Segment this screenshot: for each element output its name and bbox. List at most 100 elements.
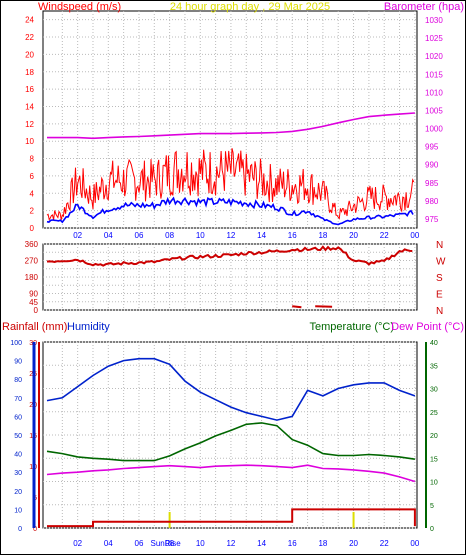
x-tick-label: 00 <box>410 539 419 548</box>
barometer-tick-label: 1010 <box>425 88 443 97</box>
temperature-tick-label: 10 <box>430 480 438 487</box>
humidity-tick-label: 10 <box>14 507 22 514</box>
compass-label: N <box>436 306 443 317</box>
temperature-tick-label: 20 <box>430 433 438 440</box>
humidity-series-line <box>46 357 416 421</box>
temperature-tick-label: 0 <box>430 526 434 533</box>
x-tick-label: 04 <box>104 539 113 548</box>
windspeed-tick-label: 18 <box>25 68 34 77</box>
x-tick-label: 22 <box>380 539 389 548</box>
barometer-tick-label: 1020 <box>425 52 443 61</box>
compass-label: S <box>436 273 443 284</box>
compass-label: N <box>436 240 443 251</box>
windspeed-tick-label: 2 <box>30 207 35 216</box>
barometer-series-line <box>47 112 415 140</box>
windspeed-tick-label: 14 <box>25 102 34 111</box>
windspeed-tick-label: 22 <box>25 33 34 42</box>
humidity-tick-label: 60 <box>14 414 22 421</box>
x-tick-label: 10 <box>196 539 205 548</box>
compass-label: W <box>436 257 446 268</box>
humidity-tick-label: 90 <box>14 359 22 366</box>
direction-tick-label: 45 <box>29 298 38 307</box>
x-tick-label: 14 <box>257 231 266 240</box>
x-tick-label: 18 <box>318 539 327 548</box>
x-tick-label: 10 <box>196 231 205 240</box>
direction-tick-label: 180 <box>25 273 39 282</box>
humidity-tick-label: 40 <box>14 452 22 459</box>
temperature-tick-label: 15 <box>430 456 438 463</box>
x-tick-label: 14 <box>257 539 266 548</box>
humidity-axis-title: Humidity <box>67 321 110 333</box>
x-tick-label: 08 <box>165 539 174 548</box>
barometer-tick-label: 1000 <box>425 125 443 134</box>
humidity-tick-label: 0 <box>18 526 22 533</box>
temperature-series-line <box>46 422 416 462</box>
windspeed-axis-title: Windspeed (m/s) <box>38 1 121 13</box>
wind-series-line <box>46 196 414 226</box>
dewpoint-axis-title: Dew Point (°C) <box>391 321 464 333</box>
humidity-tick-label: 80 <box>14 377 22 384</box>
sunrise-label: SunRise <box>150 539 181 548</box>
barometer-tick-label: 975 <box>425 215 439 224</box>
barometer-tick-label: 990 <box>425 161 439 170</box>
x-tick-label: 08 <box>165 231 174 240</box>
rainfall-axis-title: Rainfall (mm) <box>2 321 67 333</box>
x-tick-label: 20 <box>349 539 358 548</box>
temperature-axis-title: Temperature (°C) <box>310 321 394 333</box>
windspeed-tick-label: 20 <box>25 50 34 59</box>
windspeed-tick-label: 0 <box>30 224 35 233</box>
x-tick-label: 06 <box>135 539 144 548</box>
x-tick-label: 16 <box>288 539 297 548</box>
humidity-tick-label: 70 <box>14 396 22 403</box>
windspeed-tick-label: 6 <box>30 172 35 181</box>
x-tick-label: 02 <box>73 231 82 240</box>
rainfall-series-line <box>47 508 416 528</box>
x-tick-label: 02 <box>73 539 82 548</box>
x-tick-label: 16 <box>288 231 297 240</box>
humidity-tick-label: 30 <box>14 470 22 477</box>
compass-label: E <box>436 290 443 301</box>
barometer-tick-label: 980 <box>425 197 439 206</box>
direction-series-line <box>46 245 413 267</box>
temperature-tick-label: 30 <box>430 387 438 394</box>
humidity-tick-label: 100 <box>10 340 22 347</box>
barometer-tick-label: 1030 <box>425 16 443 25</box>
barometer-axis-title: Barometer (hpa) <box>384 1 464 13</box>
barometer-tick-label: 1005 <box>425 106 443 115</box>
x-tick-label: 12 <box>226 231 235 240</box>
direction-tick-label: 0 <box>34 306 39 315</box>
rain-tick-label: 0 <box>33 526 37 533</box>
barometer-tick-label: 1025 <box>425 34 443 43</box>
chart-title: 24 hour graph day , 29 Mar 2025 <box>170 1 330 13</box>
barometer-tick-label: 995 <box>425 143 439 152</box>
humidity-tick-label: 50 <box>14 433 22 440</box>
windspeed-tick-label: 24 <box>25 16 34 25</box>
barometer-tick-label: 1015 <box>425 70 443 79</box>
barometer-tick-label: 985 <box>425 179 439 188</box>
temperature-tick-label: 25 <box>430 410 438 417</box>
direction-tick-label: 270 <box>25 257 39 266</box>
x-tick-label: 04 <box>104 231 113 240</box>
direction-tick-label: 90 <box>29 290 38 299</box>
x-tick-label: 20 <box>349 231 358 240</box>
x-tick-label: 00 <box>410 231 419 240</box>
windspeed-tick-label: 12 <box>25 120 34 129</box>
temperature-tick-label: 5 <box>430 503 434 510</box>
humidity-tick-label: 20 <box>14 489 22 496</box>
windspeed-tick-label: 10 <box>25 137 34 146</box>
x-tick-label: 12 <box>226 539 235 548</box>
gust-series-line <box>46 148 415 221</box>
x-tick-label: 06 <box>135 231 144 240</box>
x-tick-label: 18 <box>318 231 327 240</box>
dewpoint-series-line <box>46 464 416 483</box>
temperature-tick-label: 35 <box>430 363 438 370</box>
windspeed-tick-label: 4 <box>30 189 35 198</box>
windspeed-tick-label: 8 <box>30 155 35 164</box>
direction-low-segments <box>292 305 333 309</box>
x-tick-label: 22 <box>380 231 389 240</box>
